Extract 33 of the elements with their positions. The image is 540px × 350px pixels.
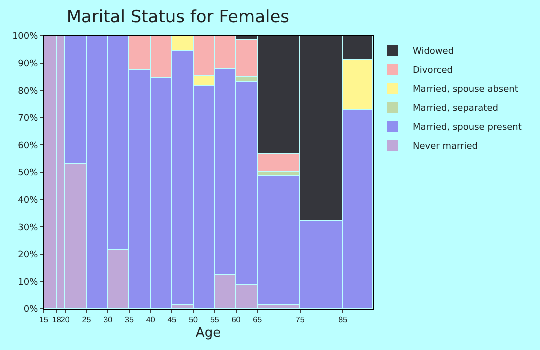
x-axis-title: Age bbox=[196, 326, 222, 342]
y-tick-label: 10% bbox=[18, 278, 39, 288]
x-tick-label: 40 bbox=[146, 316, 156, 325]
y-tick-label: 60% bbox=[18, 141, 39, 152]
x-tick-label: 65 bbox=[253, 316, 263, 325]
y-tick-label: 40% bbox=[18, 196, 39, 206]
y-tick-label: 50% bbox=[18, 168, 39, 179]
legend-label: Married, separated bbox=[413, 104, 498, 114]
legend-label: Divorced bbox=[413, 66, 453, 76]
y-tick-label: 20% bbox=[18, 250, 39, 261]
x-tick-label: 75 bbox=[296, 316, 306, 325]
y-tick-label: 80% bbox=[18, 86, 39, 97]
legend-label: Married, spouse present bbox=[413, 123, 522, 134]
y-tick-label: 30% bbox=[18, 223, 39, 234]
x-tick-label: 50 bbox=[189, 316, 199, 325]
y-tick-label: 100% bbox=[12, 32, 39, 42]
legend-label: Married, spouse absent bbox=[413, 85, 519, 96]
x-tick-label: 20 bbox=[60, 316, 70, 325]
y-tick-label: 70% bbox=[18, 114, 39, 124]
legend-label: Widowed bbox=[413, 47, 454, 58]
y-tick-label: 90% bbox=[18, 59, 39, 70]
x-tick-label: 55 bbox=[210, 316, 220, 325]
chart-title: Marital Status for Females bbox=[66, 7, 290, 28]
x-tick-label: 60 bbox=[232, 316, 242, 325]
x-tick-label: 45 bbox=[168, 316, 178, 325]
x-tick-label: 25 bbox=[82, 316, 92, 325]
y-tick-label: 0% bbox=[24, 305, 39, 316]
legend-label: Never married bbox=[413, 142, 478, 152]
x-tick-label: 15 bbox=[40, 316, 49, 325]
x-tick-label: 35 bbox=[124, 316, 134, 325]
x-tick-label: 30 bbox=[104, 316, 114, 325]
x-tick-label: 85 bbox=[338, 316, 348, 325]
x-tick-label: 18 bbox=[52, 316, 62, 325]
